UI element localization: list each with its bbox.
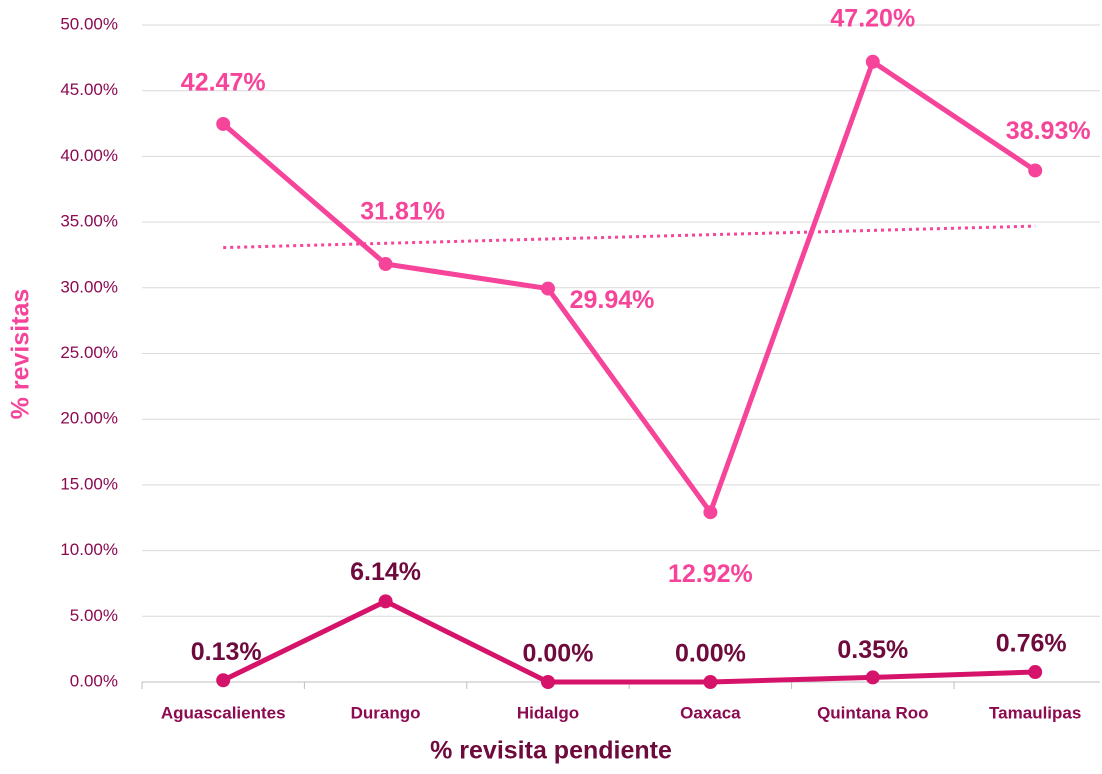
point <box>703 675 718 689</box>
y-tick-label: 45.00% <box>60 80 118 99</box>
point <box>703 505 718 520</box>
x-tick-label: Quintana Roo <box>817 703 928 722</box>
x-tick-label: Tamaulipas <box>989 703 1081 722</box>
point <box>216 673 231 688</box>
y-tick-label: 20.00% <box>60 409 118 428</box>
y-tick-label: 35.00% <box>60 212 118 231</box>
x-axis-title: % revisita pendiente <box>430 737 672 765</box>
y-tick-label: 40.00% <box>60 146 118 165</box>
data-label: 0.00% <box>523 640 594 668</box>
y-tick-label: 10.00% <box>60 540 118 559</box>
y-tick-label: 50.00% <box>60 14 118 33</box>
y-tick-label: 25.00% <box>60 343 118 362</box>
data-label: 42.47% <box>181 69 266 97</box>
x-tick-label: Durango <box>351 703 421 722</box>
y-tick-label: 0.00% <box>70 671 118 690</box>
data-label: 12.92% <box>668 560 753 588</box>
point <box>541 281 555 296</box>
point <box>216 116 231 131</box>
point <box>378 594 393 609</box>
data-label: 31.81% <box>360 198 445 226</box>
point <box>541 675 555 689</box>
data-label: 47.20% <box>830 4 915 32</box>
x-tick-label: Aguascalientes <box>161 703 286 722</box>
data-label: 0.13% <box>191 638 262 666</box>
x-tick-label: Oaxaca <box>680 703 741 722</box>
data-label: 29.94% <box>570 286 655 314</box>
y-tick-label: 5.00% <box>70 606 118 625</box>
x-tick-label: Hidalgo <box>517 703 579 722</box>
data-label: 0.35% <box>837 636 908 664</box>
y-tick-label: 30.00% <box>60 277 118 296</box>
data-label: 6.14% <box>350 558 421 586</box>
point <box>865 54 880 69</box>
series-line <box>221 59 1037 515</box>
data-label: 0.00% <box>675 640 746 668</box>
y-axis-title: % revisitas <box>7 289 35 420</box>
point <box>865 670 880 685</box>
y-tick-label: 15.00% <box>60 474 118 493</box>
point <box>1028 163 1043 178</box>
data-label: 38.93% <box>1006 117 1091 145</box>
data-label: 0.76% <box>996 630 1067 658</box>
trendline <box>223 224 1036 250</box>
point <box>378 257 393 272</box>
point <box>1028 665 1043 680</box>
series-line <box>222 598 1036 685</box>
